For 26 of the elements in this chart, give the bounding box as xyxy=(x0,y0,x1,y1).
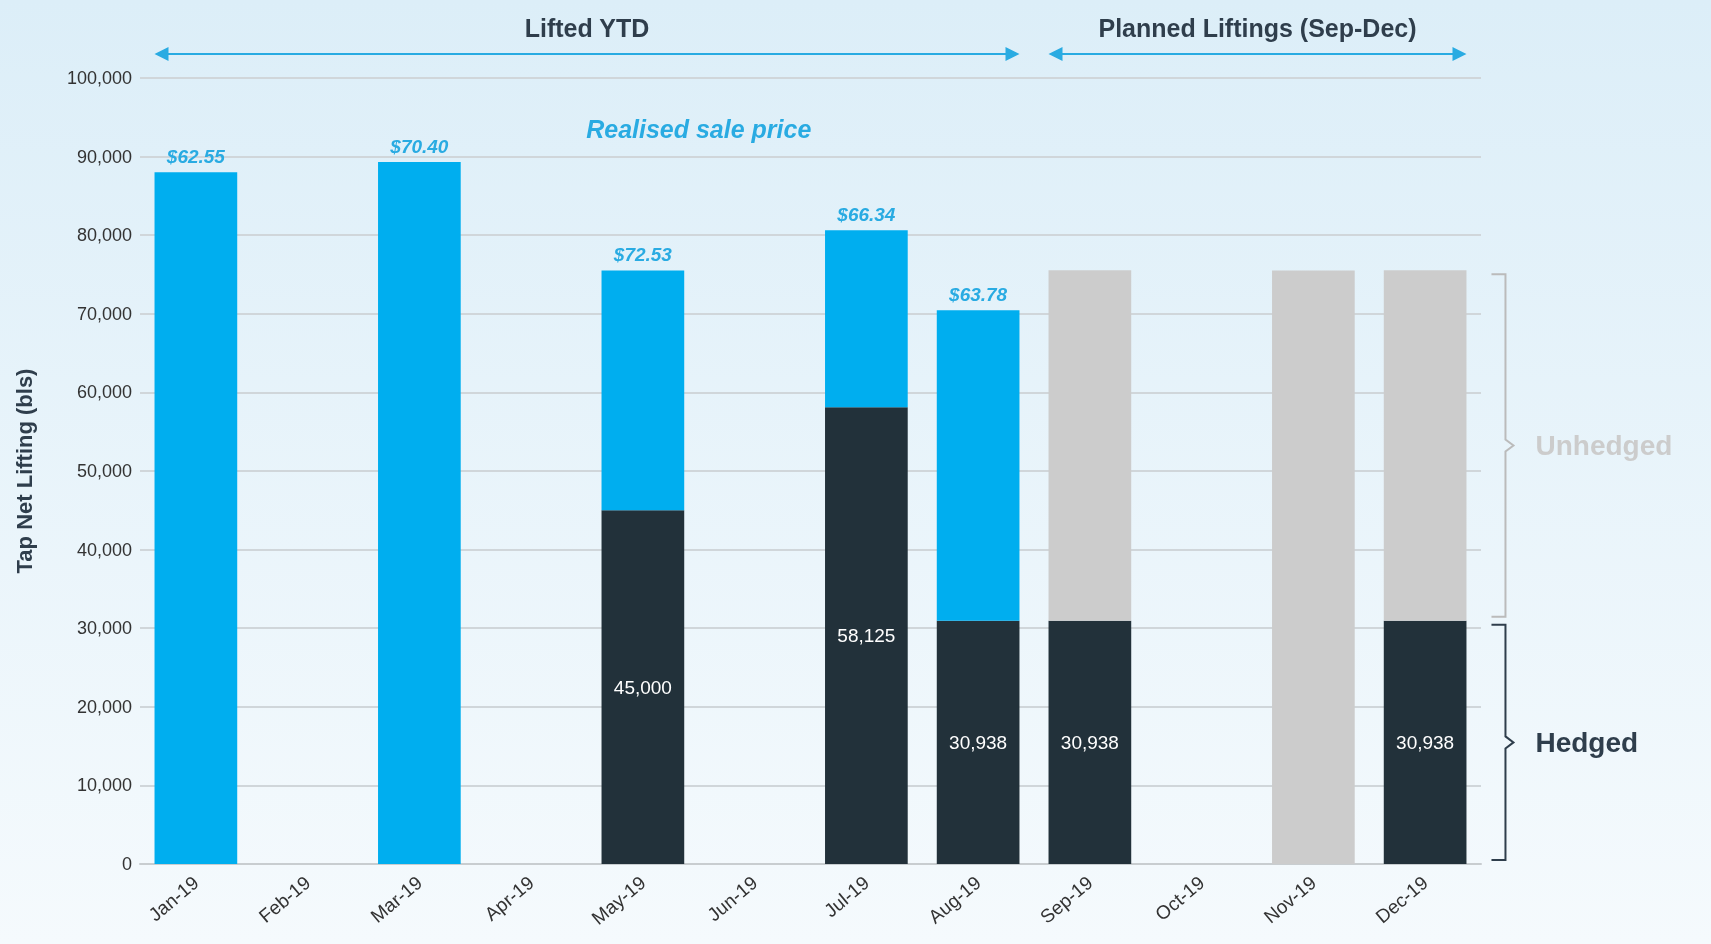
y-tick-label: 100,000 xyxy=(66,68,132,88)
y-tick-label: 70,000 xyxy=(76,303,132,324)
data-label: 30,938 xyxy=(1396,731,1455,753)
annotation: $70.40 xyxy=(389,135,449,157)
data-label: 58,125 xyxy=(837,625,896,647)
annotation: $62.55 xyxy=(165,145,226,167)
y-tick-label: 30,000 xyxy=(76,618,132,639)
y-tick-label: 50,000 xyxy=(76,461,132,481)
annotation: $66.34 xyxy=(836,203,896,225)
annotation: Realised sale price xyxy=(586,115,812,144)
y-tick-label: 60,000 xyxy=(76,382,132,403)
data-label: 30,938 xyxy=(1060,731,1119,753)
y-tick-label: 40,000 xyxy=(76,539,132,560)
data-label: 30,938 xyxy=(949,731,1008,753)
annotation: $63.78 xyxy=(948,283,1008,305)
y-tick-label: 0 xyxy=(121,854,132,874)
text: Lifted YTD xyxy=(524,14,650,42)
y-tick-label: 80,000 xyxy=(76,225,132,246)
data-label: 45,000 xyxy=(613,676,672,698)
text: Hedged xyxy=(1535,726,1639,758)
y-tick-label: 10,000 xyxy=(76,775,132,796)
text: Planned Liftings (Sep-Dec) xyxy=(1098,14,1417,42)
annotation: $72.53 xyxy=(612,244,673,266)
y-axis-title: Tap Net Lifting (bls) xyxy=(11,368,37,574)
y-tick-label: 90,000 xyxy=(76,146,132,167)
y-tick-label: 20,000 xyxy=(76,696,132,717)
